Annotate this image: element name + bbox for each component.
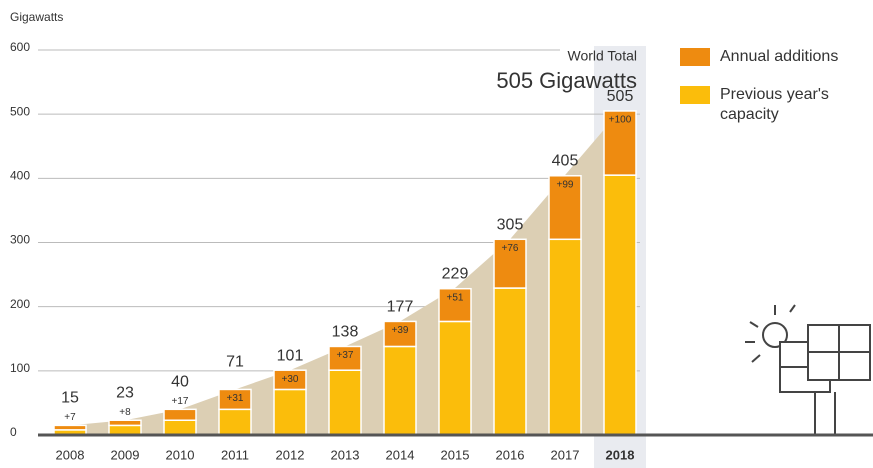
- solar-icon: [745, 304, 871, 435]
- value-label: +30: [282, 374, 299, 385]
- x-tick-label: 2017: [551, 447, 580, 462]
- value-label: +51: [447, 292, 464, 303]
- x-tick-label: 2011: [221, 447, 249, 462]
- bar-segment: [273, 369, 307, 391]
- x-tick-label: 2016: [496, 447, 525, 462]
- total-label: 138: [332, 324, 359, 341]
- bar-segment: [383, 345, 417, 436]
- bar-segment: [383, 320, 417, 348]
- total-area: [70, 110, 620, 435]
- total-label: 23: [116, 384, 134, 401]
- total-label: 101: [277, 347, 304, 364]
- bar-segment: [493, 238, 527, 289]
- bar-segment: [163, 419, 197, 436]
- bar-segment: [218, 388, 252, 411]
- value-label: +17: [172, 396, 189, 407]
- legend-swatch: [680, 48, 710, 66]
- bar-segment: [548, 175, 582, 241]
- y-tick-label: 100: [10, 361, 30, 375]
- bar-segment: [328, 369, 362, 436]
- bar-segment: [438, 287, 472, 323]
- bar-segment: [218, 408, 252, 436]
- total-label: 229: [442, 265, 469, 282]
- total-label: 305: [497, 217, 524, 234]
- y-axis-label: Gigawatts: [10, 10, 63, 24]
- bar-segment: [53, 424, 87, 431]
- x-tick-label: 2010: [166, 447, 195, 462]
- value-label: +76: [502, 243, 519, 254]
- bar-segment: [603, 110, 637, 176]
- value-label: +100: [609, 115, 632, 126]
- legend-label: Previous year's capacity: [720, 86, 829, 123]
- x-tick-label: 2009: [111, 447, 140, 462]
- total-label: 40: [171, 374, 189, 391]
- y-tick-label: 300: [10, 233, 30, 247]
- x-tick-label: 2013: [331, 447, 360, 462]
- total-label: 177: [387, 299, 414, 316]
- value-label: +7: [64, 412, 76, 423]
- x-tick-label: 2015: [441, 447, 470, 462]
- y-tick-label: 600: [10, 40, 30, 54]
- bar-segment: [328, 345, 362, 371]
- bar-segment: [548, 238, 582, 436]
- bar-segment: [493, 287, 527, 436]
- value-label: +8: [119, 407, 131, 418]
- bar-segment: [438, 320, 472, 436]
- y-tick-label: 400: [10, 169, 30, 183]
- total-label: 505: [607, 88, 634, 105]
- legend-label: Annual additions: [720, 48, 838, 65]
- total-label: 15: [61, 390, 79, 407]
- legend-swatch: [680, 86, 710, 104]
- y-tick-label: 0: [10, 425, 17, 439]
- annotation: World Total: [567, 48, 637, 64]
- total-label: 405: [552, 152, 579, 169]
- total-label: 71: [226, 354, 244, 371]
- bar-segment: [603, 174, 637, 436]
- x-tick-label: 2012: [276, 447, 305, 462]
- bar-segment: [163, 408, 197, 421]
- value-label: +99: [557, 179, 574, 190]
- bar-segment: [273, 388, 307, 436]
- bar-segment: [108, 419, 142, 427]
- value-label: +31: [227, 393, 244, 404]
- x-tick-label: 2018: [606, 447, 635, 462]
- x-tick-label: 2014: [386, 447, 415, 462]
- y-tick-label: 500: [10, 104, 30, 118]
- value-label: +37: [337, 350, 354, 361]
- annotation: 505 Gigawatts: [496, 68, 637, 93]
- x-tick-label: 2008: [56, 447, 85, 462]
- y-tick-label: 200: [10, 297, 30, 311]
- value-label: +39: [392, 325, 409, 336]
